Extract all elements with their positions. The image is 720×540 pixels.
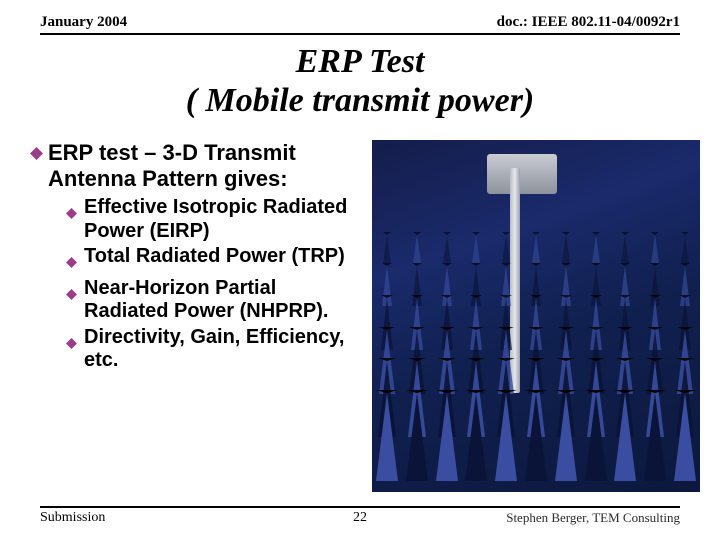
absorber-cone — [651, 232, 659, 263]
absorber-cone — [592, 232, 600, 263]
bullet-main: ERP test – 3-D Transmit Antenna Pattern … — [30, 140, 360, 192]
footer: Submission Stephen Berger, TEM Consultin… — [40, 506, 680, 526]
sub-bullet-list: Effective Isotropic Radiated Power (EIRP… — [66, 196, 360, 373]
footer-left: Submission — [40, 510, 105, 526]
header-date: January 2004 — [40, 14, 127, 31]
absorber-cone — [502, 232, 510, 263]
anechoic-chamber-image — [372, 140, 700, 492]
diamond-icon — [30, 147, 48, 160]
absorber-cone — [532, 232, 540, 263]
diamond-icon — [66, 251, 84, 275]
absorber-cone — [674, 390, 696, 481]
text-column: ERP test – 3-D Transmit Antenna Pattern … — [30, 140, 360, 492]
diamond-icon — [66, 202, 84, 226]
sub-bullet-text: Total Radiated Power (TRP) — [84, 245, 345, 269]
diamond-icon — [66, 283, 84, 307]
absorber-cone — [472, 232, 480, 263]
sub-bullet: Effective Isotropic Radiated Power (EIRP… — [66, 196, 360, 243]
absorber-cone — [383, 232, 391, 263]
absorber-cone — [406, 390, 428, 481]
absorber-cone — [495, 390, 517, 481]
antenna-head — [487, 154, 557, 194]
image-column — [372, 140, 700, 492]
slide-title: ERP Test ( Mobile transmit power) — [0, 42, 720, 120]
absorber-cone — [436, 390, 458, 481]
absorber-cone — [644, 390, 666, 481]
sub-bullet: Directivity, Gain, Efficiency, etc. — [66, 326, 360, 373]
header-doc-id: doc.: IEEE 802.11-04/0092r1 — [497, 14, 680, 31]
diamond-icon — [66, 332, 84, 356]
footer-right: Stephen Berger, TEM Consulting — [506, 510, 680, 526]
title-line-1: ERP Test — [0, 42, 720, 81]
title-line-2: ( Mobile transmit power) — [0, 81, 720, 120]
sub-bullet-text: Effective Isotropic Radiated Power (EIRP… — [84, 196, 360, 243]
absorber-cone — [585, 390, 607, 481]
sub-bullet: Total Radiated Power (TRP) — [66, 245, 360, 275]
absorber-cone — [443, 232, 451, 263]
sub-bullet-text: Directivity, Gain, Efficiency, etc. — [84, 326, 360, 373]
bullet-main-text: ERP test – 3-D Transmit Antenna Pattern … — [48, 140, 360, 192]
sub-bullet: Near-Horizon Partial Radiated Power (NHP… — [66, 277, 360, 324]
sub-bullet-text: Near-Horizon Partial Radiated Power (NHP… — [84, 277, 360, 324]
absorber-cone — [413, 232, 421, 263]
absorber-cone — [376, 390, 398, 481]
absorber-cone — [681, 232, 689, 263]
header: January 2004 doc.: IEEE 802.11-04/0092r1 — [40, 14, 680, 35]
absorber-cone — [555, 390, 577, 481]
absorber-cone — [562, 232, 570, 263]
body: ERP test – 3-D Transmit Antenna Pattern … — [30, 140, 700, 492]
absorber-cone — [465, 390, 487, 481]
slide: January 2004 doc.: IEEE 802.11-04/0092r1… — [0, 0, 720, 540]
absorber-cone — [525, 390, 547, 481]
absorber-cone — [621, 232, 629, 263]
absorber-cone — [614, 390, 636, 481]
